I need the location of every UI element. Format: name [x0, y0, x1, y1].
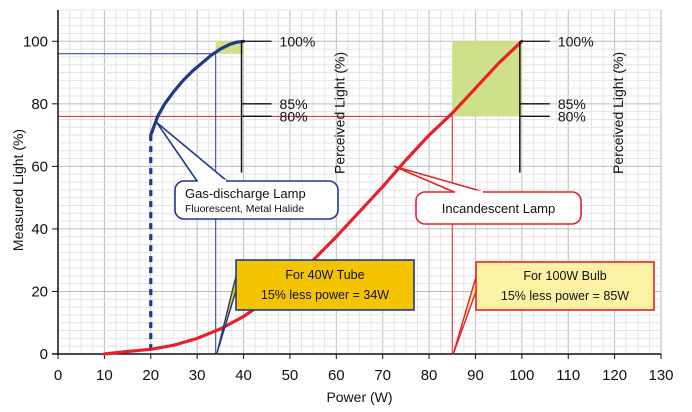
perceived-tick-label: 80% [280, 108, 308, 124]
perceived-axis-title: Perceived Light (%) [610, 52, 626, 174]
annotations: Gas-discharge Lamp Fluorescent, Metal Hal… [155, 121, 655, 355]
perceived-tick-label: 85% [558, 96, 586, 112]
box-rect [475, 261, 655, 311]
x-tick-label: 60 [328, 367, 345, 384]
perceived-tick-label: 85% [280, 96, 308, 112]
callout-box [174, 180, 339, 220]
box-line-2: 15% less power = 34W [261, 288, 389, 302]
box-line-2: 15% less power = 85W [501, 289, 629, 303]
perceived-tick-label: 80% [558, 108, 586, 124]
y-tick-label: 100 [23, 33, 48, 50]
x-tick-label: 40 [235, 367, 252, 384]
perceived-light-axis-0: 100% 85%80% Perceived Light (%) [240, 33, 348, 174]
callout-pointer [393, 165, 485, 193]
perceived-tick-label: 100% [558, 33, 594, 49]
x-tick-label: 120 [602, 367, 627, 384]
x-tick-label: 20 [142, 367, 159, 384]
y-tick-label: 20 [31, 283, 48, 300]
x-tick-label: 30 [189, 367, 206, 384]
highlight-region-0 [215, 41, 244, 54]
perceived-light-axes: 100%85%80% Perceived Light (%)100%85%80% P… [240, 33, 626, 174]
callout-pointer [155, 121, 228, 182]
axes: 0 10 20 30 40 50 60 70 80 90 100 110 120 130 0 20 40 60 80… [10, 10, 674, 405]
tube-info-box: For 40W Tube 15% less power = 34W [216, 259, 415, 355]
box-pointer [452, 269, 479, 355]
x-tick-label: 80 [421, 367, 438, 384]
box-line-1: For 100W Bulb [523, 269, 606, 283]
x-tick-label: 100 [509, 367, 534, 384]
y-tick-label: 60 [31, 158, 48, 175]
x-tick-label: 50 [282, 367, 299, 384]
x-axis-title: Power (W) [326, 389, 392, 405]
perceived-axis-title: Perceived Light (%) [332, 52, 348, 174]
perceived-tick-label: 100% [280, 33, 316, 49]
x-tick-label: 130 [648, 367, 673, 384]
perceived-light-axis-1: 100% 85%80% Perceived Light (%) [519, 33, 626, 174]
callout-subtitle: Fluorescent, Metal Halide [185, 203, 304, 215]
callout-gas-discharge: Gas-discharge Lamp Fluorescent, Metal Hal… [155, 121, 339, 220]
callout-incandescent: Incandescent Lamp [393, 165, 582, 225]
x-tick-label: 90 [467, 367, 484, 384]
highlight-regions [215, 41, 522, 117]
x-tick-label: 110 [556, 367, 580, 384]
x-tick-label: 70 [374, 367, 391, 384]
box-line-1: For 40W Tube [285, 268, 364, 282]
callout-title: Incandescent Lamp [442, 201, 555, 216]
callout-title: Gas-discharge Lamp [185, 186, 306, 201]
bulb-info-box: For 100W Bulb 15% less power = 85W [452, 261, 655, 355]
y-tick-label: 40 [31, 221, 48, 238]
x-tick-label: 10 [96, 367, 113, 384]
box-rect [235, 259, 415, 311]
x-tick-label: 0 [54, 367, 62, 384]
y-tick-label: 0 [40, 346, 48, 363]
series-line-gas [149, 39, 246, 137]
y-tick-label: 80 [31, 96, 48, 113]
callout-box [415, 191, 582, 225]
y-axis-title: Measured Light (%) [10, 129, 26, 251]
